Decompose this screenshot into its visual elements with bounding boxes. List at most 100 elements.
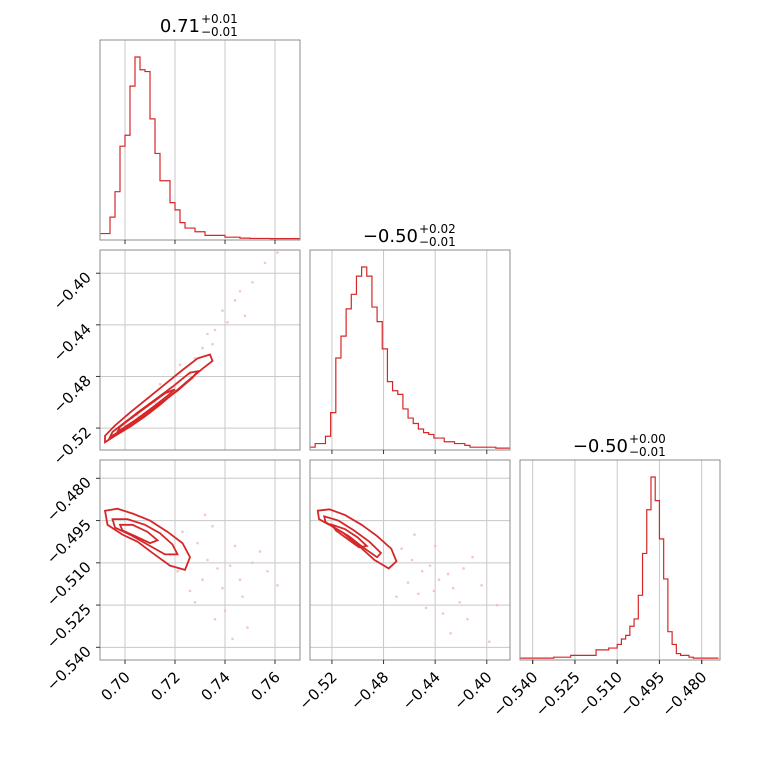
scatter-point — [193, 600, 197, 604]
scatter-point — [158, 382, 162, 386]
hist-panel-3 — [519, 459, 721, 664]
pair-2-frame — [309, 459, 511, 661]
scatter-point — [221, 586, 224, 590]
xtick-label: −0.52 — [296, 668, 341, 713]
scatter-point — [196, 541, 199, 545]
scatter-point — [233, 544, 237, 548]
hist-panel-2 — [309, 249, 511, 454]
title-param-1-minus: −0.01 — [201, 25, 238, 39]
scatter-point — [276, 251, 279, 254]
title-param-1: 0.71 — [160, 16, 200, 37]
histogram-2 — [310, 266, 510, 449]
scatter-point — [428, 564, 432, 567]
hist-2-frame — [309, 249, 511, 451]
scatter-point — [400, 547, 403, 551]
xtick-label: −0.40 — [450, 668, 495, 713]
panels: −0.52−0.48−0.44−0.40−0.540−0.525−0.510−0… — [43, 39, 721, 720]
contour-level-3 — [118, 523, 160, 545]
scatter-point — [213, 617, 217, 621]
title-param-2-plus: +0.02 — [419, 222, 456, 236]
scatter-point — [449, 631, 452, 635]
scatter-point — [446, 572, 450, 576]
ytick-label: −0.44 — [50, 320, 95, 365]
title-param-2-minus: −0.01 — [419, 235, 456, 249]
ytick-label: −0.48 — [50, 372, 95, 417]
ytick-label: −0.52 — [50, 423, 95, 468]
xtick-label: 0.70 — [97, 668, 133, 704]
contour-level-1 — [103, 507, 191, 571]
scatter-point — [241, 595, 244, 598]
scatter-point — [233, 299, 237, 302]
scatter-point — [420, 569, 424, 573]
scatter-point — [466, 617, 469, 621]
title-param-3-plus: +0.00 — [629, 432, 666, 446]
scatter-point — [495, 603, 499, 607]
scatter-point — [238, 578, 242, 582]
xtick-label: 0.74 — [197, 668, 233, 704]
scatter-point — [246, 626, 249, 629]
scatter-point — [238, 289, 242, 293]
xtick-label: 0.76 — [247, 668, 283, 704]
scatter-point — [243, 314, 247, 318]
histogram-3 — [520, 476, 719, 659]
scatter-point — [471, 555, 474, 559]
scatter-point — [176, 569, 179, 573]
xtick-label: −0.510 — [574, 668, 626, 720]
ytick-label: −0.495 — [43, 516, 95, 568]
scatter-point — [480, 584, 483, 587]
ytick-label: −0.540 — [43, 642, 95, 694]
ytick-label: −0.40 — [50, 268, 95, 313]
xtick-label: −0.495 — [616, 668, 668, 720]
title-param-3: −0.50 — [573, 436, 628, 457]
contour-level-3 — [329, 523, 369, 549]
scatter-point — [201, 578, 204, 582]
scatter-point — [451, 586, 455, 590]
pair-1-frame — [99, 459, 301, 661]
scatter-point — [216, 567, 219, 570]
scatter-point — [226, 320, 229, 324]
contour-level-2 — [322, 515, 383, 559]
pair-0-frame — [99, 249, 301, 451]
scatter-point — [188, 589, 192, 593]
hist-panel-1 — [99, 39, 301, 244]
scatter-point — [395, 595, 398, 598]
xtick-label: −0.525 — [532, 668, 584, 720]
scatter-point — [251, 561, 254, 565]
scatter-point — [201, 346, 204, 350]
scatter-point — [276, 584, 279, 587]
xtick-label: −0.480 — [659, 668, 711, 720]
contour-level-1 — [104, 353, 214, 444]
scatter-point — [206, 332, 209, 336]
scatter-point — [462, 567, 465, 570]
scatter-point — [433, 544, 437, 548]
pair-panel-1-3 — [99, 459, 301, 661]
scatter-point — [213, 328, 217, 332]
histogram-1 — [100, 56, 300, 240]
title-param-1-plus: +0.01 — [201, 12, 238, 26]
scatter-point — [441, 612, 445, 615]
scatter-point — [437, 578, 441, 582]
ytick-label: −0.510 — [43, 558, 95, 610]
scatter-point — [223, 609, 227, 613]
scatter-point — [221, 309, 224, 312]
scatter-point — [206, 558, 209, 562]
scatter-point — [406, 581, 410, 584]
ytick-label: −0.480 — [43, 473, 95, 525]
scatter-point — [424, 606, 428, 610]
scatter-point — [228, 564, 232, 567]
scatter-point — [181, 530, 184, 534]
scatter-point — [266, 569, 269, 573]
scatter-point — [178, 363, 182, 367]
title-param-2: −0.50 — [363, 226, 418, 247]
scatter-point — [417, 592, 420, 596]
scatter-point — [458, 600, 461, 604]
xtick-label: −0.48 — [347, 668, 392, 713]
scatter-point — [410, 558, 414, 562]
contour-level-3 — [115, 388, 176, 435]
scatter-point — [488, 640, 491, 643]
xtick-label: −0.44 — [399, 668, 444, 713]
scatter-point — [203, 513, 207, 517]
hist-1-frame — [99, 39, 301, 241]
hist-3-frame — [519, 459, 721, 661]
